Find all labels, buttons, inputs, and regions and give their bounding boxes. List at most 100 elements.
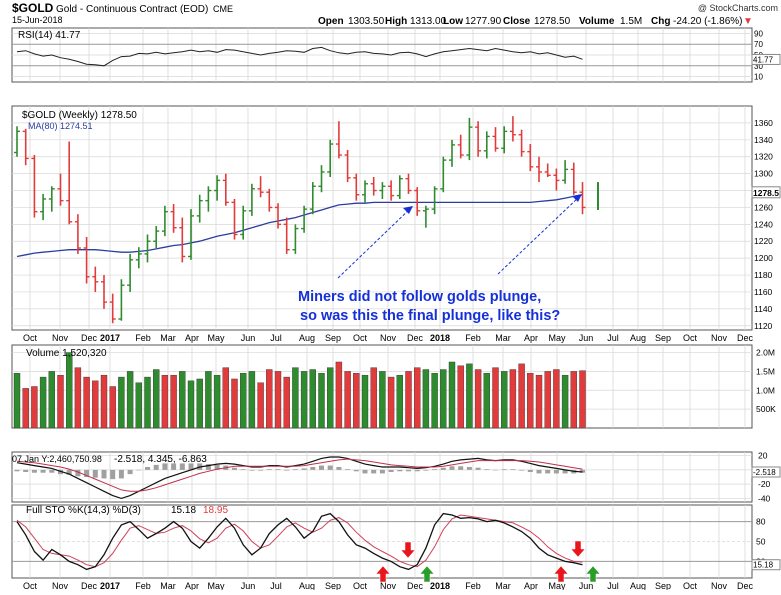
x-label-bottom: Feb xyxy=(135,581,151,590)
x-label-bottom: Nov xyxy=(711,581,728,590)
watermark: @ StockCharts.com xyxy=(698,3,778,13)
sto-last-box xyxy=(751,559,781,571)
x-label-mid: May xyxy=(548,333,566,343)
macd-histogram-bar xyxy=(31,469,37,473)
x-label-bottom: Feb xyxy=(465,581,481,590)
rsi-ytick: 70 xyxy=(754,40,763,49)
macd-histogram-bar xyxy=(49,469,55,473)
description: Gold - Continuous Contract (EOD) xyxy=(56,4,208,15)
volume-bar xyxy=(318,373,325,429)
price-last-value: 1278.5 xyxy=(753,188,779,198)
sto-d-line xyxy=(16,514,583,568)
x-label-mid: Aug xyxy=(299,333,315,343)
rsi-last-box xyxy=(751,53,781,65)
volume-bar xyxy=(474,369,482,429)
volume-bar xyxy=(327,367,334,429)
volume-bar xyxy=(309,369,316,429)
x-label-mid: Sep xyxy=(655,333,671,343)
open-label: Open xyxy=(318,16,344,27)
annotation-arrowhead-icon xyxy=(403,206,413,214)
macd-histogram-bar xyxy=(510,469,516,470)
macd-histogram-bar xyxy=(58,469,63,475)
macd-histogram-bar xyxy=(336,467,342,470)
volume-bar xyxy=(100,374,108,429)
ma-line xyxy=(16,194,583,258)
volume-bar xyxy=(579,370,586,429)
x-label-bottom: Jun xyxy=(241,581,256,590)
macd-histogram-bar xyxy=(580,469,585,473)
green-up-arrow-icon xyxy=(419,565,435,583)
macd-histogram-bar xyxy=(379,469,385,474)
x-label-bottom: Dec xyxy=(81,581,98,590)
date: 15-Jun-2018 xyxy=(12,15,63,25)
x-label-mid: Sep xyxy=(325,333,341,343)
volume-bar xyxy=(553,369,560,429)
volume-bar xyxy=(170,374,177,429)
exchange: CME xyxy=(213,4,233,14)
macd-histogram-bar xyxy=(414,469,420,472)
volume-bar xyxy=(431,373,438,429)
panel-price xyxy=(11,105,753,331)
volume-ytick: 1.0M xyxy=(756,385,775,395)
macd-histogram-bar xyxy=(23,469,29,472)
volume-bar xyxy=(414,367,421,429)
volume-bar xyxy=(544,371,551,429)
volume-bar xyxy=(144,376,151,429)
macd-histogram-bar xyxy=(353,469,359,472)
red-down-arrow-icon xyxy=(400,541,416,559)
volume-bar xyxy=(205,371,212,429)
volume-bar xyxy=(387,376,395,429)
macd-histogram-bar xyxy=(171,463,177,470)
price-ytick: 1340 xyxy=(754,135,773,145)
annotation-line-2: so was this the final plunge, like this? xyxy=(300,308,560,324)
volume-bar xyxy=(92,380,99,429)
macd-histogram-bar xyxy=(466,467,472,470)
macd-histogram-bar xyxy=(406,469,411,472)
volume-bar xyxy=(257,382,264,429)
macd-histogram-bar xyxy=(292,469,298,470)
x-label-mid: Feb xyxy=(465,333,481,343)
high-value: 1313.00 xyxy=(410,16,447,27)
x-label-bottom: Mar xyxy=(495,581,511,590)
volume-bar xyxy=(31,386,38,429)
rsi-label: RSI(14) 41.77 xyxy=(18,30,81,41)
volume-bar xyxy=(361,374,369,429)
annotation-arrow-line xyxy=(337,205,414,279)
macd-histogram-bar xyxy=(562,469,568,474)
macd-histogram-bar xyxy=(14,469,20,472)
macd-histogram-bar xyxy=(362,469,368,474)
macd-histogram-bar xyxy=(84,469,90,477)
volume-bar xyxy=(535,374,543,429)
red-up-arrow-icon xyxy=(553,565,569,583)
volume-bar xyxy=(39,376,47,429)
macd-values-label: -2.518, 4.345, -6.863 xyxy=(114,454,207,465)
x-label-mid: Oct xyxy=(683,333,698,343)
x-label-mid: Jun xyxy=(579,333,594,343)
macd-histogram-bar xyxy=(110,469,116,480)
x-label-mid: Dec xyxy=(81,333,98,343)
volume-value: 1.5M xyxy=(620,16,642,27)
rsi-ytick: 10 xyxy=(754,73,763,82)
volume-bar xyxy=(231,378,238,429)
sto-d-value: 18.95 xyxy=(203,505,228,516)
macd-histogram-bar xyxy=(501,469,507,470)
macd-last-box xyxy=(751,466,781,478)
rsi-ytick: 30 xyxy=(754,62,763,71)
x-label-mid: 2018 xyxy=(430,333,450,343)
macd-histogram-bar xyxy=(188,463,194,470)
volume-bar xyxy=(57,374,64,429)
volume-bar xyxy=(335,361,343,429)
volume-bar xyxy=(283,376,290,429)
volume-bar xyxy=(440,369,447,429)
volume-bar xyxy=(22,388,29,429)
volume-bar xyxy=(422,369,430,429)
x-label-mid: Feb xyxy=(135,333,151,343)
macd-histogram-bar xyxy=(310,467,316,470)
close-value: 1278.50 xyxy=(534,16,571,27)
x-label-bottom: Oct xyxy=(353,581,368,590)
sto-label: Full STO %K(14,3) %D(3) xyxy=(26,505,141,516)
x-label-mid: Jul xyxy=(607,333,619,343)
volume-bar xyxy=(126,371,134,429)
price-ytick: 1320 xyxy=(754,152,773,162)
